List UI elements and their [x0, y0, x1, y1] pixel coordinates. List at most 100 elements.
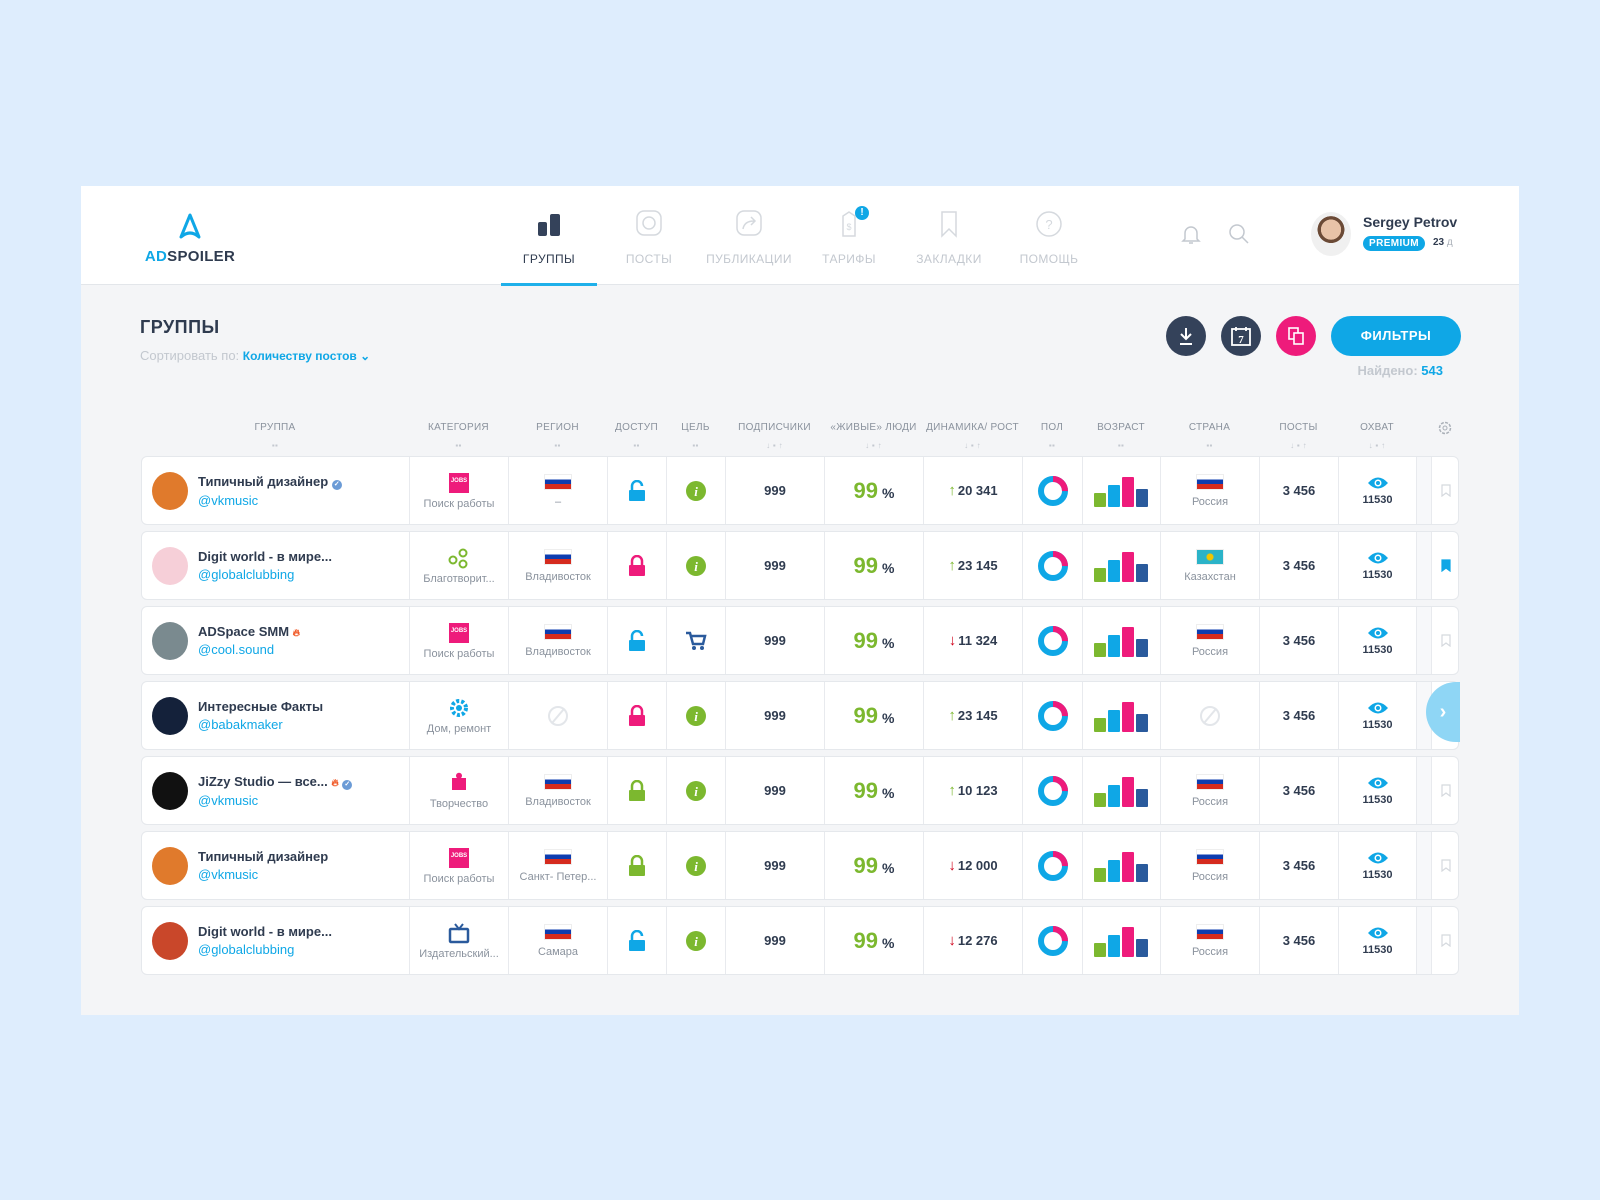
gender-donut-icon[interactable]	[1037, 700, 1069, 732]
age-bars-icon[interactable]	[1093, 550, 1150, 582]
column-header[interactable]: ПОСТЫ ↓ ▪ ↑	[1259, 406, 1338, 456]
group-handle[interactable]: @babakmaker	[198, 717, 283, 732]
gender-donut-icon[interactable]	[1037, 475, 1069, 507]
column-header[interactable]: КАТЕГОРИЯ ▪▪	[409, 406, 508, 456]
column-header[interactable]: «ЖИВЫЕ» ЛЮДИ ↓ ▪ ↑	[824, 406, 923, 456]
tab-chat[interactable]: ПОСТЫ	[599, 186, 699, 285]
group-handle[interactable]: @globalclubbing	[198, 567, 295, 582]
age-bars-icon[interactable]	[1093, 925, 1150, 957]
sort-arrows-icon[interactable]: ↓ ▪ ↑	[1368, 441, 1386, 450]
group-avatar[interactable]	[152, 696, 188, 735]
column-header[interactable]: ОХВАТ ↓ ▪ ↑	[1338, 406, 1416, 456]
age-bars-icon[interactable]	[1093, 475, 1150, 507]
table-row[interactable]: JiZzy Studio — все... 🔥︎ ✓ @vkmusic Твор…	[141, 756, 1459, 825]
logo[interactable]: ADSPOILER	[140, 213, 240, 265]
bookmark-button[interactable]	[1432, 457, 1460, 524]
bookmark-button[interactable]	[1432, 832, 1460, 899]
tab-share[interactable]: ПУБЛИКАЦИИ	[699, 186, 799, 285]
people-icon[interactable]: ▪▪	[1206, 441, 1213, 450]
sort-arrows-icon[interactable]: ↓ ▪ ↑	[1290, 441, 1307, 450]
info-icon[interactable]: i	[686, 855, 706, 876]
gender-donut-icon[interactable]	[1037, 925, 1069, 957]
table-row[interactable]: Digit world - в мире... @globalclubbing …	[141, 906, 1459, 975]
tab-bars[interactable]: ГРУППЫ	[499, 186, 599, 286]
table-row[interactable]: ADSpace SMM 🔥︎ @cool.sound JOBS Поиск раб…	[141, 606, 1459, 675]
group-name[interactable]: Типичный дизайнер	[198, 473, 329, 489]
info-icon[interactable]: i	[686, 780, 706, 801]
eye-icon[interactable]	[1367, 776, 1389, 790]
sort-arrows-icon[interactable]: ↓ ▪ ↑	[766, 441, 783, 450]
group-handle[interactable]: @vkmusic	[198, 867, 259, 882]
group-name[interactable]: Интересные Факты	[198, 699, 324, 714]
search-icon[interactable]	[1227, 222, 1251, 246]
column-header[interactable]: ВОЗРАСТ ▪▪	[1082, 406, 1160, 456]
table-row[interactable]: Digit world - в мире... @globalclubbing …	[141, 531, 1459, 600]
info-icon[interactable]: i	[686, 480, 706, 501]
people-icon[interactable]: ▪▪	[271, 441, 279, 450]
info-icon[interactable]: i	[686, 930, 706, 951]
column-header[interactable]: ПОДПИСЧИКИ ↓ ▪ ↑	[725, 406, 824, 456]
bookmark-button[interactable]	[1432, 757, 1460, 824]
compare-button[interactable]	[1276, 316, 1316, 356]
gender-donut-icon[interactable]	[1037, 550, 1069, 582]
eye-icon[interactable]	[1367, 701, 1389, 715]
group-cell[interactable]: JiZzy Studio — все... 🔥︎ ✓ @vkmusic	[142, 757, 410, 824]
eye-icon[interactable]	[1367, 851, 1389, 865]
group-avatar[interactable]	[152, 471, 188, 510]
download-button[interactable]	[1166, 316, 1206, 356]
age-bars-icon[interactable]	[1093, 700, 1150, 732]
group-name[interactable]: Digit world - в мире...	[198, 924, 332, 939]
group-name[interactable]: Типичный дизайнер	[198, 849, 329, 864]
group-name[interactable]: Digit world - в мире...	[198, 549, 332, 564]
group-avatar[interactable]	[152, 546, 188, 585]
group-handle[interactable]: @vkmusic	[198, 792, 259, 808]
column-header[interactable]: ГРУППА ▪▪	[141, 406, 409, 456]
table-settings-button[interactable]	[1431, 406, 1459, 456]
bell-icon[interactable]	[1179, 222, 1203, 246]
gender-donut-icon[interactable]	[1037, 850, 1069, 882]
group-name[interactable]: ADSpace SMM	[198, 624, 290, 639]
eye-icon[interactable]	[1367, 476, 1389, 490]
eye-icon[interactable]	[1367, 926, 1389, 940]
age-bars-icon[interactable]	[1093, 775, 1150, 807]
group-cell[interactable]: Типичный дизайнер @vkmusic	[142, 832, 410, 899]
sort-arrows-icon[interactable]: ↓ ▪ ↑	[964, 441, 981, 450]
group-name[interactable]: JiZzy Studio — все...	[198, 773, 328, 789]
tab-price-tag[interactable]: $! ТАРИФЫ	[799, 186, 899, 285]
group-cell[interactable]: ADSpace SMM 🔥︎ @cool.sound	[142, 607, 410, 674]
bookmark-button[interactable]	[1432, 607, 1460, 674]
age-bars-icon[interactable]	[1093, 850, 1150, 882]
people-icon[interactable]: ▪▪	[1048, 441, 1056, 450]
column-header[interactable]: ПОЛ ▪▪	[1022, 406, 1082, 456]
table-row[interactable]: Типичный дизайнер @vkmusic JOBS Поиск раб…	[141, 831, 1459, 900]
group-handle[interactable]: @cool.sound	[198, 642, 275, 657]
eye-icon[interactable]	[1367, 626, 1389, 640]
next-arrow-button[interactable]: ›	[1426, 682, 1460, 742]
group-cell[interactable]: Типичный дизайнер ✓ @vkmusic	[142, 457, 410, 524]
column-header[interactable]: ДОСТУП ▪▪	[607, 406, 666, 456]
group-handle[interactable]: @globalclubbing	[198, 942, 295, 957]
group-avatar[interactable]	[152, 921, 188, 960]
column-header[interactable]: СТРАНА ▪▪	[1160, 406, 1259, 456]
gender-donut-icon[interactable]	[1037, 625, 1069, 657]
info-icon[interactable]: i	[686, 555, 706, 576]
gender-donut-icon[interactable]	[1037, 775, 1069, 807]
table-row[interactable]: Интересные Факты @babakmaker Дом, ремонт…	[141, 681, 1460, 750]
calendar-button[interactable]: 7	[1221, 316, 1261, 356]
group-handle[interactable]: @vkmusic	[198, 492, 259, 508]
people-icon[interactable]: ▪▪	[633, 441, 640, 450]
sort-arrows-icon[interactable]: ↓ ▪ ↑	[865, 441, 882, 450]
group-avatar[interactable]	[152, 621, 188, 660]
people-icon[interactable]: ▪▪	[1117, 441, 1125, 450]
user-avatar[interactable]	[1311, 212, 1351, 256]
eye-icon[interactable]	[1367, 551, 1389, 565]
group-avatar[interactable]	[152, 771, 188, 810]
people-icon[interactable]: ▪▪	[455, 441, 462, 450]
bookmark-button[interactable]	[1432, 532, 1460, 599]
group-cell[interactable]: Digit world - в мире... @globalclubbing	[142, 532, 410, 599]
tab-bookmark[interactable]: ЗАКЛАДКИ	[899, 186, 999, 285]
bookmark-button[interactable]	[1432, 907, 1460, 974]
age-bars-icon[interactable]	[1093, 625, 1150, 657]
info-icon[interactable]: i	[686, 705, 706, 726]
people-icon[interactable]: ▪▪	[692, 441, 699, 450]
